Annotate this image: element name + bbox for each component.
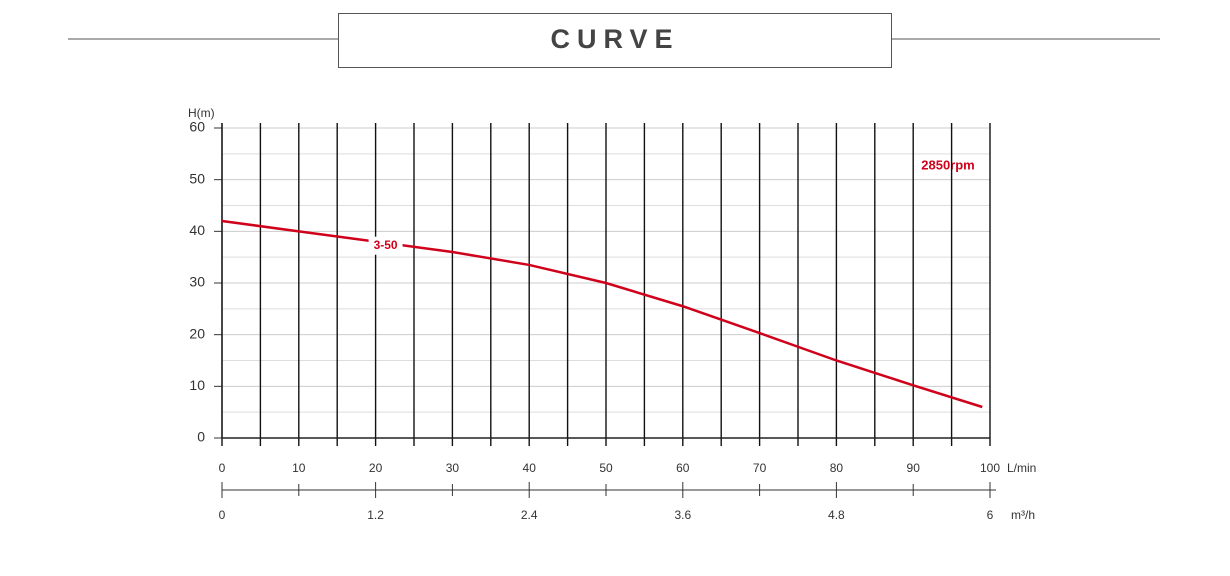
x-tick-label: 50 (599, 461, 613, 475)
series-label-bg (368, 236, 403, 255)
y-tick-label: 50 (189, 170, 205, 186)
x2-tick-label: 0 (219, 508, 226, 522)
x2-tick-label: 4.8 (828, 508, 845, 522)
y-tick-label: 60 (189, 119, 205, 135)
x-tick-label: 100 (980, 461, 1000, 475)
x-tick-label: 60 (676, 461, 690, 475)
series-line (221, 219, 983, 409)
x2-tick-label: 3.6 (674, 508, 691, 522)
x-tick-label: 70 (753, 461, 767, 475)
x-tick-label: 30 (446, 461, 460, 475)
x-tick-label: 0 (219, 461, 226, 475)
y-tick-label: 10 (189, 377, 205, 393)
x-tick-label: 10 (292, 461, 306, 475)
series-label: 3-50 (374, 238, 398, 252)
y-tick-label: 0 (197, 429, 205, 445)
annotation: 2850rpm (921, 157, 974, 172)
x-tick-label: 20 (369, 461, 383, 475)
y-tick-label: 40 (189, 222, 205, 238)
x-tick-label: 90 (907, 461, 921, 475)
x2-tick-label: 1.2 (367, 508, 384, 522)
y-axis-label: H(m) (188, 106, 215, 120)
y-tick-label: 30 (189, 274, 205, 290)
header-box (338, 13, 892, 68)
y-tick-label: 20 (189, 325, 205, 341)
x-tick-label: 40 (523, 461, 537, 475)
x2-tick-label: 6 (987, 508, 994, 522)
x-axis-label: L/min (1007, 461, 1036, 475)
x2-axis-label: m³/h (1011, 508, 1035, 522)
chart-title: CURVE (550, 24, 679, 54)
x-tick-label: 80 (830, 461, 844, 475)
x2-tick-label: 2.4 (521, 508, 538, 522)
